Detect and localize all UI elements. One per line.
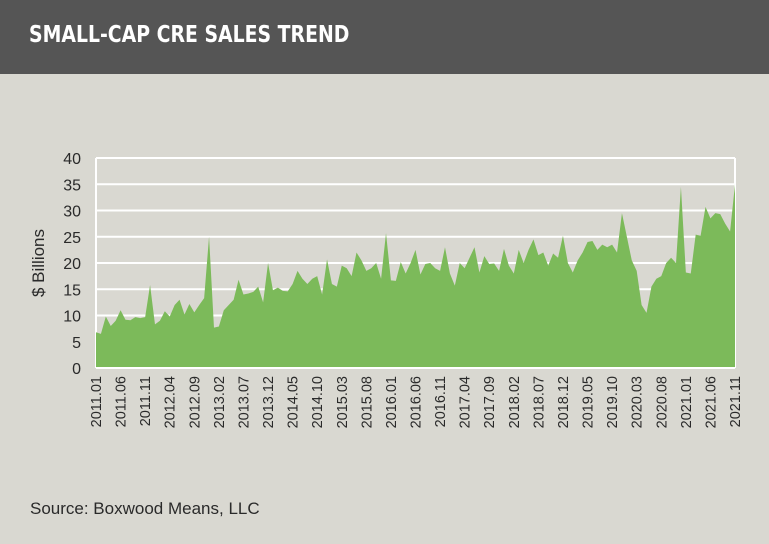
- y-tick-label: 0: [72, 361, 81, 378]
- x-tick-label: 2014.05: [286, 376, 302, 428]
- x-tick-label: 2011.01: [89, 376, 105, 427]
- x-tick-label: 2012.09: [187, 376, 203, 428]
- x-tick-label: 2011.11: [138, 376, 154, 426]
- x-tick-label: 2016.06: [409, 376, 425, 428]
- chart-title: SMALL-CAP CRE SALES TREND: [29, 22, 350, 48]
- x-tick-label: 2016.11: [433, 376, 449, 427]
- y-tick-label: 20: [63, 256, 81, 273]
- header-bar: SMALL-CAP CRE SALES TREND: [0, 0, 769, 74]
- sales-area: [96, 184, 735, 368]
- x-tick-label: 2021.01: [679, 376, 695, 428]
- x-tick-label: 2013.12: [261, 376, 277, 428]
- x-tick-label: 2017.09: [482, 376, 498, 428]
- y-axis-label: $ Billions: [29, 229, 48, 297]
- x-tick-label: 2019.10: [605, 376, 621, 428]
- x-tick-label: 2015.08: [359, 376, 375, 428]
- x-tick-label: 2017.04: [458, 376, 474, 428]
- x-tick-label: 2020.08: [654, 376, 670, 428]
- x-tick-label: 2018.07: [531, 376, 547, 428]
- source-note: Source: Boxwood Means, LLC: [30, 499, 260, 518]
- x-tick-label: 2011.06: [114, 376, 130, 427]
- x-tick-label: 2018.12: [556, 376, 572, 428]
- x-tick-label: 2014.10: [310, 376, 326, 428]
- x-tick-label: 2021.06: [703, 376, 719, 428]
- y-tick-label: 25: [63, 230, 81, 247]
- y-tick-label: 40: [63, 151, 81, 168]
- y-tick-label: 15: [63, 282, 81, 299]
- x-tick-label: 2015.03: [335, 376, 351, 428]
- y-tick-label: 10: [63, 309, 81, 326]
- x-tick-label: 2020.03: [630, 376, 646, 428]
- x-tick-label: 2013.07: [236, 376, 252, 428]
- y-tick-label: 5: [72, 335, 81, 352]
- x-tick-label: 2013.02: [212, 376, 228, 428]
- y-tick-label: 30: [63, 204, 81, 221]
- x-tick-label: 2012.04: [163, 376, 179, 428]
- x-tick-label: 2016.01: [384, 376, 400, 428]
- x-tick-label: 2021.11: [728, 376, 744, 427]
- x-tick-label: 2019.05: [581, 376, 597, 428]
- y-tick-label: 35: [63, 177, 81, 194]
- x-tick-label: 2018.02: [507, 376, 523, 428]
